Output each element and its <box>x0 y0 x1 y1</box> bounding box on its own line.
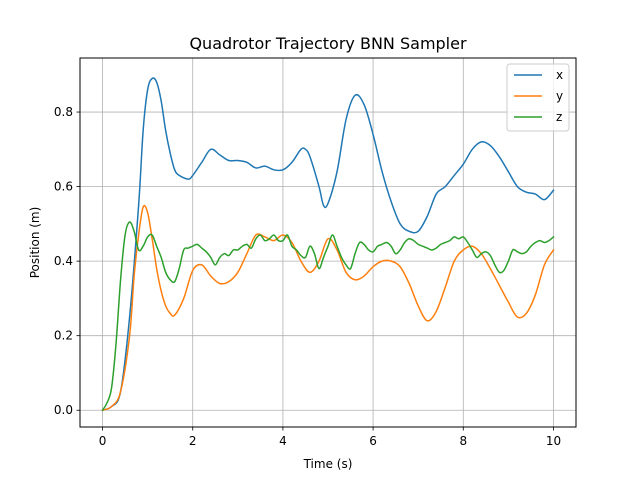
series-x-line <box>101 77 555 412</box>
series-lines <box>101 77 555 412</box>
x-tick-label: 10 <box>546 434 561 448</box>
plot-frame <box>79 57 577 428</box>
y-axis-label: Position (m) <box>28 207 42 279</box>
x-axis-label: Time (s) <box>303 457 353 471</box>
x-tick-label: 6 <box>369 434 377 448</box>
legend-label-z: z <box>556 110 562 124</box>
legend-label-x: x <box>556 68 563 82</box>
y-tick-label: 0.6 <box>54 180 73 194</box>
y-tick-label: 0.0 <box>54 403 73 417</box>
x-tick-label: 8 <box>459 434 467 448</box>
legend-frame <box>506 63 570 132</box>
x-tick-label: 4 <box>279 434 287 448</box>
x-tick-label: 0 <box>99 434 107 448</box>
series-z-line <box>101 221 555 412</box>
legend: xyz <box>506 63 570 132</box>
y-tick-label: 0.8 <box>54 105 73 119</box>
y-tick-label: 0.2 <box>54 329 73 343</box>
chart-title: Quadrotor Trajectory BNN Sampler <box>189 34 467 53</box>
axis-ticks: 0 2 4 6 8 10 0.0 0.2 0.4 0.6 0.8 <box>54 105 561 448</box>
series-y-line <box>101 204 555 412</box>
y-tick-label: 0.4 <box>54 254 73 268</box>
x-tick-label: 2 <box>189 434 197 448</box>
legend-label-y: y <box>556 89 563 103</box>
